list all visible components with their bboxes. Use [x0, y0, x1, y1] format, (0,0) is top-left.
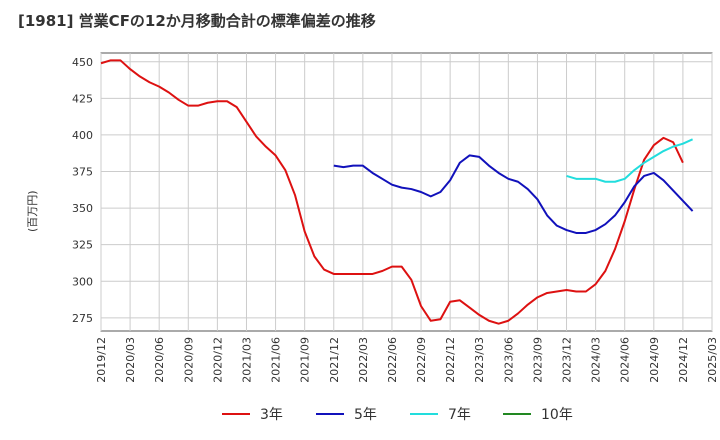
legend-label: 3年 — [260, 407, 283, 423]
x-tick-label: 2025/03 — [706, 337, 719, 383]
legend-swatch — [316, 413, 344, 415]
x-tick-label: 2020/12 — [211, 337, 224, 383]
legend-swatch — [222, 413, 250, 415]
chart-title: [1981] 営業CFの12か月移動合計の標準偏差の推移 — [18, 12, 376, 30]
x-tick-label: 2024/09 — [648, 337, 661, 383]
plot-frame — [100, 52, 713, 332]
x-tick-label: 2021/09 — [299, 337, 312, 383]
x-tick-label: 2022/03 — [357, 337, 370, 383]
y-tick-label: 300 — [72, 275, 93, 288]
legend-label: 10年 — [541, 407, 573, 423]
legend-label: 5年 — [354, 407, 377, 423]
legend: 3年 5年 7年 10年 — [0, 404, 720, 428]
x-tick-label: 2024/12 — [677, 337, 690, 383]
x-tick-label: 2024/03 — [590, 337, 603, 383]
legend-swatch — [410, 413, 438, 415]
series-line-2 — [333, 154, 694, 234]
y-tick-label: 325 — [72, 239, 93, 252]
legend-item: 5年 — [316, 404, 377, 424]
x-tick-label: 2023/03 — [473, 337, 486, 383]
x-tick-label: 2022/06 — [386, 337, 399, 383]
x-tick-label: 2022/12 — [444, 337, 457, 383]
series-line-1 — [100, 59, 684, 325]
x-tick-label: 2022/09 — [415, 337, 428, 383]
x-tick-label: 2023/12 — [561, 337, 574, 383]
x-tick-label: 2023/06 — [502, 337, 515, 383]
x-tick-label: 2020/06 — [153, 337, 166, 383]
y-tick-label: 375 — [72, 166, 93, 179]
x-tick-label: 2024/06 — [619, 337, 632, 383]
x-tick-label: 2020/03 — [124, 337, 137, 383]
x-tick-label: 2021/12 — [328, 337, 341, 383]
x-tick-label: 2020/09 — [182, 337, 195, 383]
y-tick-label: 450 — [72, 56, 93, 69]
legend-item: 7年 — [410, 404, 471, 424]
legend-swatch — [503, 413, 531, 415]
y-tick-label: 350 — [72, 202, 93, 215]
legend-item: 10年 — [503, 404, 573, 424]
series-line-3 — [566, 138, 694, 183]
y-tick-label: 425 — [72, 92, 93, 105]
y-tick-label: 275 — [72, 312, 93, 325]
x-tick-label: 2021/06 — [270, 337, 283, 383]
line-chart: 275 300 325 350 375 400 425 450 2019/12 2020/03 20… — [72, 52, 719, 383]
x-tick-label: 2023/09 — [531, 337, 544, 383]
legend-item: 3年 — [222, 404, 283, 424]
y-tick-label: 400 — [72, 129, 93, 142]
x-tick-label: 2019/12 — [95, 337, 108, 383]
x-tick-label: 2021/03 — [240, 337, 253, 383]
legend-label: 7年 — [448, 407, 471, 423]
